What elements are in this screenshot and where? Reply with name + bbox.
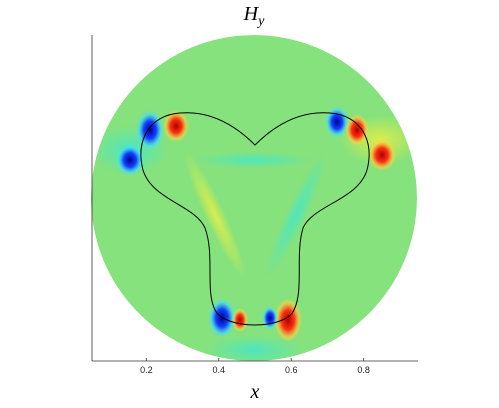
x-axis-label: x xyxy=(250,381,260,403)
x-tick-label: 0.4 xyxy=(213,365,226,375)
x-tick-label: 0.8 xyxy=(357,365,370,375)
contour xyxy=(140,112,370,326)
title-sub: y xyxy=(256,14,265,29)
chart-title: Hy xyxy=(243,3,265,29)
x-tick-label: 0.2 xyxy=(140,365,153,375)
title-main: H xyxy=(243,3,260,25)
x-tick-label: 0.6 xyxy=(285,365,298,375)
field xyxy=(91,35,417,361)
